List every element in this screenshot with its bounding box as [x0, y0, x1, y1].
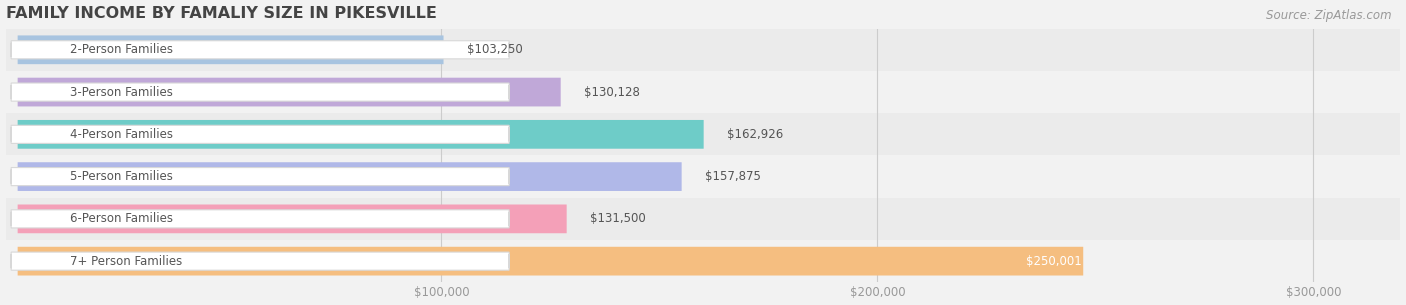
Text: $131,500: $131,500: [591, 212, 645, 225]
Text: 6-Person Families: 6-Person Families: [70, 212, 173, 225]
Bar: [6, 71, 1400, 113]
FancyBboxPatch shape: [18, 35, 443, 64]
Text: FAMILY INCOME BY FAMALIY SIZE IN PIKESVILLE: FAMILY INCOME BY FAMALIY SIZE IN PIKESVI…: [6, 5, 436, 20]
Text: $162,926: $162,926: [727, 128, 783, 141]
FancyBboxPatch shape: [11, 83, 509, 101]
Text: 2-Person Families: 2-Person Families: [70, 43, 173, 56]
Bar: [6, 198, 1400, 240]
FancyBboxPatch shape: [11, 210, 509, 228]
FancyBboxPatch shape: [11, 41, 509, 59]
FancyBboxPatch shape: [18, 120, 703, 149]
Bar: [6, 156, 1400, 198]
Text: $130,128: $130,128: [583, 86, 640, 99]
Text: 3-Person Families: 3-Person Families: [70, 86, 173, 99]
Text: Source: ZipAtlas.com: Source: ZipAtlas.com: [1267, 9, 1392, 22]
FancyBboxPatch shape: [11, 167, 509, 186]
Text: $157,875: $157,875: [704, 170, 761, 183]
Text: 4-Person Families: 4-Person Families: [70, 128, 173, 141]
Text: $250,001: $250,001: [1025, 255, 1081, 268]
Text: 7+ Person Families: 7+ Person Families: [70, 255, 181, 268]
Bar: [6, 113, 1400, 156]
FancyBboxPatch shape: [18, 78, 561, 106]
FancyBboxPatch shape: [18, 162, 682, 191]
Text: 5-Person Families: 5-Person Families: [70, 170, 173, 183]
Bar: [6, 240, 1400, 282]
Text: $103,250: $103,250: [467, 43, 523, 56]
FancyBboxPatch shape: [11, 252, 509, 270]
FancyBboxPatch shape: [18, 205, 567, 233]
FancyBboxPatch shape: [11, 125, 509, 143]
FancyBboxPatch shape: [18, 247, 1083, 275]
Bar: [6, 29, 1400, 71]
